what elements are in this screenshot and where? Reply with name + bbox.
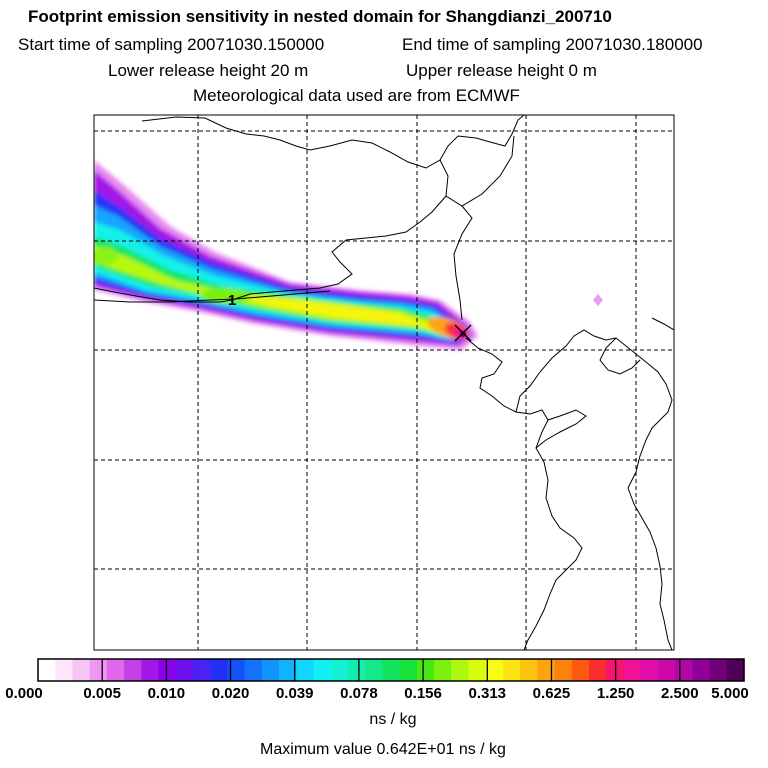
map-frame — [93, 114, 675, 651]
colorbar-swatch — [382, 659, 401, 681]
colorbar-swatch — [244, 659, 263, 681]
colorbar-swatch — [141, 659, 160, 681]
colorbar-tick-label: 0.625 — [532, 685, 571, 702]
colorbar-swatch — [416, 659, 435, 681]
colorbar-tick-label: 0.000 — [5, 685, 43, 702]
colorbar-swatch — [313, 659, 332, 681]
colorbar-tick-label: 0.313 — [468, 685, 507, 702]
coastline-korea — [599, 337, 641, 375]
colorbar-tick-label: 5.000 — [711, 685, 749, 702]
colorbar-swatch — [726, 659, 745, 681]
colorbar-swatch — [554, 659, 573, 681]
coastline-north — [141, 115, 525, 169]
colorbar-tick-label: 0.156 — [404, 685, 442, 702]
colorbar-swatch — [623, 659, 642, 681]
coastlines-and-borders — [94, 115, 674, 650]
colorbar-swatch — [192, 659, 211, 681]
colorbar-swatch — [261, 659, 280, 681]
colorbar-unit-label: ns / kg — [369, 711, 417, 728]
border-east-mid — [453, 205, 473, 321]
colorbar-swatch — [347, 659, 366, 681]
colorbar-tick-label: 0.020 — [211, 685, 250, 702]
colorbar-swatch — [657, 659, 676, 681]
colorbar-swatch — [227, 659, 246, 681]
colorbar-swatch — [640, 659, 659, 681]
colorbar-frame — [37, 658, 745, 682]
plume-band-yellow — [240, 296, 440, 332]
colorbar-swatch — [675, 659, 693, 681]
colorbar-swatch — [55, 659, 74, 681]
colorbar-swatch — [210, 659, 229, 681]
coastline-east-edge — [651, 317, 674, 331]
colorbar-swatch — [124, 659, 142, 681]
border-middle — [94, 195, 447, 303]
isolated-pink-spot — [593, 294, 603, 306]
colorbar-swatch — [38, 659, 56, 681]
colorbar-tick-label: 0.005 — [83, 685, 121, 702]
colorbar-swatch — [158, 659, 177, 681]
colorbar-swatch — [279, 659, 297, 681]
colorbar-swatch — [451, 659, 470, 681]
plume-west-patch-green — [94, 247, 118, 265]
colorbar-tick-label: 2.500 — [661, 685, 699, 702]
colorbar-swatch — [72, 659, 91, 681]
colorbar-tick-label: 0.039 — [275, 685, 314, 702]
graticule — [94, 115, 674, 650]
border-east-north — [439, 135, 515, 207]
colorbar-swatch — [709, 659, 728, 681]
colorbar-swatch — [296, 659, 315, 681]
colorbar-swatch — [434, 659, 452, 681]
colorbar-swatch — [330, 659, 349, 681]
colorbar-swatch — [537, 659, 556, 681]
trajectory-label: 1 — [228, 292, 236, 309]
colorbar-swatch — [589, 659, 607, 681]
plume-peak-dark — [460, 331, 466, 337]
colorbar-swatch — [175, 659, 194, 681]
meteorological-data-label: Meteorological data used are from ECMWF — [193, 86, 520, 105]
start-time-label: Start time of sampling 20071030.150000 — [18, 35, 325, 54]
coastline-liaodong — [515, 329, 673, 489]
colorbar-swatches — [38, 659, 745, 681]
colorbar-tick-label: 0.078 — [340, 685, 378, 702]
colorbar-swatch — [692, 659, 711, 681]
coastline-bohai — [465, 337, 587, 650]
colorbar-swatch — [89, 659, 108, 681]
upper-release-height-label: Upper release height 0 m — [406, 61, 597, 80]
x-icon — [454, 324, 472, 342]
coastline-southeast — [627, 487, 673, 650]
colorbar-swatch — [485, 659, 504, 681]
colorbar-swatch — [571, 659, 590, 681]
colorbar-swatch — [106, 659, 125, 681]
colorbar-tick-label: 1.250 — [596, 685, 635, 702]
trajectory-line — [93, 290, 331, 303]
end-time-label: End time of sampling 20071030.180000 — [402, 35, 703, 54]
colorbar-tick-label: 0.010 — [147, 685, 186, 702]
colorbar-swatch — [502, 659, 521, 681]
coastline-inner-bay — [535, 419, 549, 449]
colorbar-dividers — [101, 659, 681, 681]
colorbar-swatch — [365, 659, 383, 681]
colorbar-swatch — [468, 659, 487, 681]
colorbar-swatch — [520, 659, 538, 681]
colorbar-swatch — [399, 659, 418, 681]
lower-release-height-label: Lower release height 20 m — [108, 61, 309, 80]
maximum-value-label: Maximum value 0.642E+01 ns / kg — [260, 741, 506, 758]
plot-title: Footprint emission sensitivity in nested… — [28, 7, 612, 26]
